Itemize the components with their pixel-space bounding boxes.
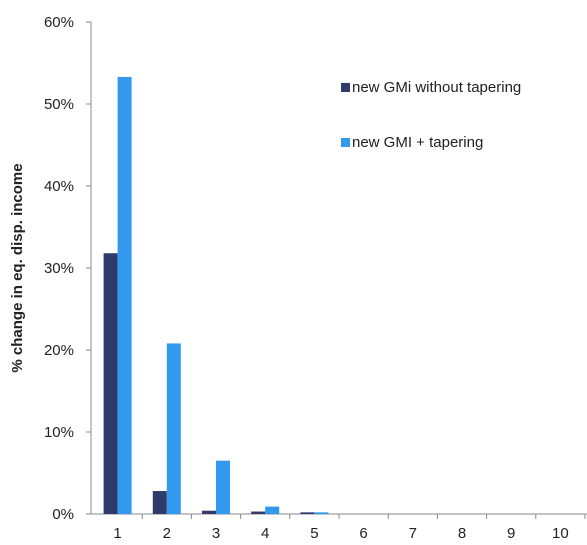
x-tick-label: 9 — [507, 525, 515, 542]
bar-with-tapering-5 — [314, 512, 329, 514]
y-tick-label: 30% — [44, 260, 74, 277]
bar-without-tapering-5 — [300, 512, 315, 514]
x-tick-label: 1 — [113, 525, 121, 542]
bar-without-tapering-4 — [251, 511, 266, 514]
x-tick-label: 7 — [409, 525, 417, 542]
legend-label: new GMI + tapering — [352, 134, 483, 151]
bar-with-tapering-3 — [216, 460, 230, 514]
legend: new GMi without tapering new GMI + taperi… — [341, 79, 521, 151]
y-tick-label: 0% — [52, 506, 74, 523]
bar-with-tapering-1 — [117, 76, 132, 514]
y-tick-label: 50% — [44, 96, 74, 113]
legend-swatch — [341, 83, 350, 92]
legend-swatch — [341, 138, 350, 147]
y-tick-label: 20% — [44, 342, 74, 359]
x-tick-label: 4 — [261, 525, 269, 542]
y-axis-ticks: 0% 10% 20% 30% 40% 50% 60% — [44, 14, 91, 523]
x-tick-label: 2 — [163, 525, 171, 542]
y-tick-label: 60% — [44, 14, 74, 31]
bar-without-tapering-1 — [103, 253, 118, 515]
bar-with-tapering-2 — [166, 343, 181, 514]
bar-without-tapering-2 — [152, 491, 167, 514]
bar-without-tapering-3 — [202, 510, 216, 514]
x-tick-label: 6 — [359, 525, 367, 542]
y-tick-label: 10% — [44, 424, 74, 441]
bar-with-tapering-4 — [265, 506, 280, 514]
y-axis-label: % change in eq. disp. income — [9, 163, 26, 372]
y-tick-label: 40% — [44, 178, 74, 195]
bars — [103, 76, 329, 515]
x-tick-label: 3 — [212, 525, 220, 542]
x-tick-label: 5 — [310, 525, 318, 542]
legend-label: new GMi without tapering — [352, 79, 521, 96]
x-tick-label: 10 — [552, 525, 569, 542]
x-tick-label: 8 — [458, 525, 466, 542]
x-axis-ticks: 1 2 3 4 5 6 7 8 9 10 — [113, 514, 586, 542]
